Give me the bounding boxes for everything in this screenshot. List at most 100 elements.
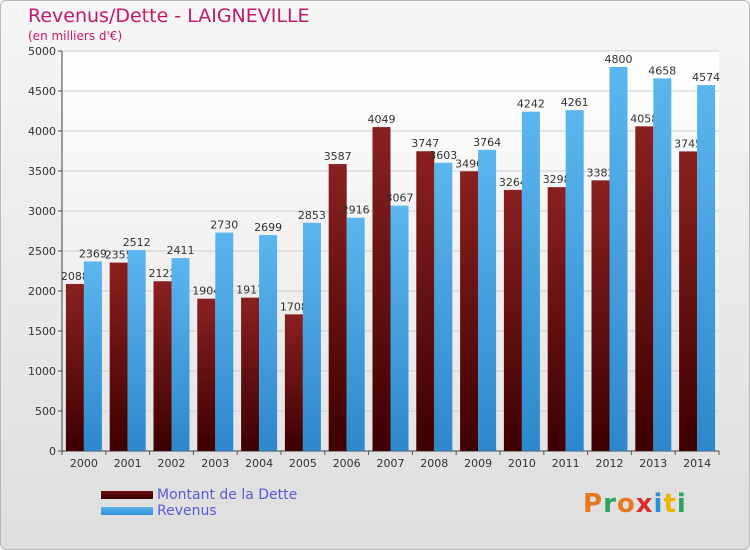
data-label-revenus: 4574: [692, 71, 720, 84]
bar-dette: [460, 171, 479, 451]
bar-dette: [109, 262, 128, 451]
bar-revenus: [83, 261, 102, 451]
y-tick-label: 4000: [28, 125, 56, 138]
x-tick-label: 2014: [683, 457, 711, 470]
data-label-revenus: 2853: [298, 209, 326, 222]
x-tick-label: 2001: [114, 457, 142, 470]
data-label-revenus: 2730: [210, 219, 238, 232]
legend-label-dette: Montant de la Dette: [157, 487, 298, 503]
logo-letter: t: [663, 489, 677, 519]
bar-revenus: [390, 205, 409, 451]
bar-dette: [153, 281, 172, 451]
bar-dette: [503, 189, 522, 451]
x-tick-label: 2010: [508, 457, 536, 470]
proxiti-logo: Proxiti: [583, 489, 687, 519]
bar-dette: [197, 298, 216, 451]
data-label-dette: 2355: [105, 249, 133, 262]
data-label-dette: 3383: [587, 166, 615, 179]
legend-swatch-dette: [101, 491, 153, 499]
data-label-dette: 1917: [236, 284, 264, 297]
bar-revenus: [259, 235, 278, 451]
x-tick-label: 2002: [158, 457, 186, 470]
data-label-dette: 4049: [368, 113, 396, 126]
data-label-dette: 2122: [149, 267, 177, 280]
bar-dette: [679, 151, 698, 451]
y-tick-label: 5000: [28, 45, 56, 58]
y-tick-label: 1500: [28, 325, 56, 338]
bar-revenus: [215, 232, 234, 451]
logo-letter: x: [635, 489, 654, 519]
data-label-revenus: 3764: [473, 136, 501, 149]
bar-dette: [284, 314, 303, 451]
data-label-dette: 3745: [674, 137, 702, 150]
bar-dette: [635, 126, 654, 452]
x-tick-label: 2005: [289, 457, 317, 470]
y-tick-label: 3500: [28, 165, 56, 178]
data-label-revenus: 4242: [517, 98, 545, 111]
bar-revenus: [565, 110, 584, 452]
x-tick-label: 2008: [420, 457, 448, 470]
y-tick-label: 1000: [28, 365, 56, 378]
logo-letter: i: [653, 489, 664, 519]
chart-subtitle: (en milliers d'€): [28, 29, 123, 43]
bar-revenus: [521, 111, 540, 451]
x-tick-label: 2013: [639, 457, 667, 470]
data-label-dette: 1904: [192, 285, 220, 298]
y-tick-label: 2500: [28, 245, 56, 258]
x-tick-label: 2009: [464, 457, 492, 470]
data-label-dette: 3264: [499, 176, 527, 189]
data-label-revenus: 3067: [386, 192, 414, 205]
bar-revenus: [434, 162, 453, 451]
x-tick-label: 2012: [596, 457, 624, 470]
legend-label-revenus: Revenus: [157, 503, 217, 519]
logo-letter: o: [616, 489, 636, 519]
bar-dette: [328, 164, 347, 452]
bar-dette: [547, 187, 566, 451]
y-tick-label: 2000: [28, 285, 56, 298]
data-label-dette: 3587: [324, 150, 352, 163]
x-tick-label: 2011: [552, 457, 580, 470]
bar-revenus: [127, 250, 146, 451]
data-label-dette: 1708: [280, 300, 308, 313]
x-tick-label: 2006: [333, 457, 361, 470]
y-tick-label: 0: [49, 445, 56, 458]
data-label-dette: 4058: [630, 112, 658, 125]
bar-dette: [241, 297, 260, 451]
data-label-revenus: 2512: [123, 236, 151, 249]
data-label-revenus: 4800: [605, 53, 633, 66]
data-label-dette: 2088: [61, 270, 89, 283]
legend-swatch-revenus: [101, 507, 153, 515]
bar-revenus: [478, 149, 497, 451]
bar-dette: [372, 127, 391, 451]
data-label-dette: 3496: [455, 157, 483, 170]
data-label-revenus: 2699: [254, 221, 282, 234]
data-label-dette: 3298: [543, 173, 571, 186]
x-tick-label: 2007: [377, 457, 405, 470]
data-label-revenus: 3603: [429, 149, 457, 162]
x-tick-label: 2003: [201, 457, 229, 470]
logo-letter: P: [583, 489, 604, 519]
logo-letter: i: [676, 489, 687, 519]
data-label-revenus: 2916: [342, 204, 370, 217]
x-tick-label: 2004: [245, 457, 273, 470]
bar-revenus: [346, 217, 365, 451]
bar-revenus: [609, 67, 628, 451]
bar-dette: [591, 180, 610, 452]
bar-revenus: [653, 78, 672, 452]
bar-revenus: [697, 85, 716, 451]
data-label-revenus: 2411: [167, 244, 195, 257]
bar-dette: [65, 283, 84, 451]
data-label-revenus: 4658: [648, 64, 676, 77]
y-tick-label: 500: [35, 405, 56, 418]
data-label-revenus: 2369: [79, 247, 107, 260]
x-tick-label: 2000: [70, 457, 98, 470]
y-tick-label: 3000: [28, 205, 56, 218]
data-label-revenus: 4261: [561, 96, 589, 109]
chart-title: Revenus/Dette - LAIGNEVILLE: [28, 5, 310, 27]
data-label-dette: 3747: [411, 137, 439, 150]
y-tick-label: 4500: [28, 85, 56, 98]
bar-revenus: [171, 258, 190, 451]
logo-letter: r: [603, 489, 617, 519]
